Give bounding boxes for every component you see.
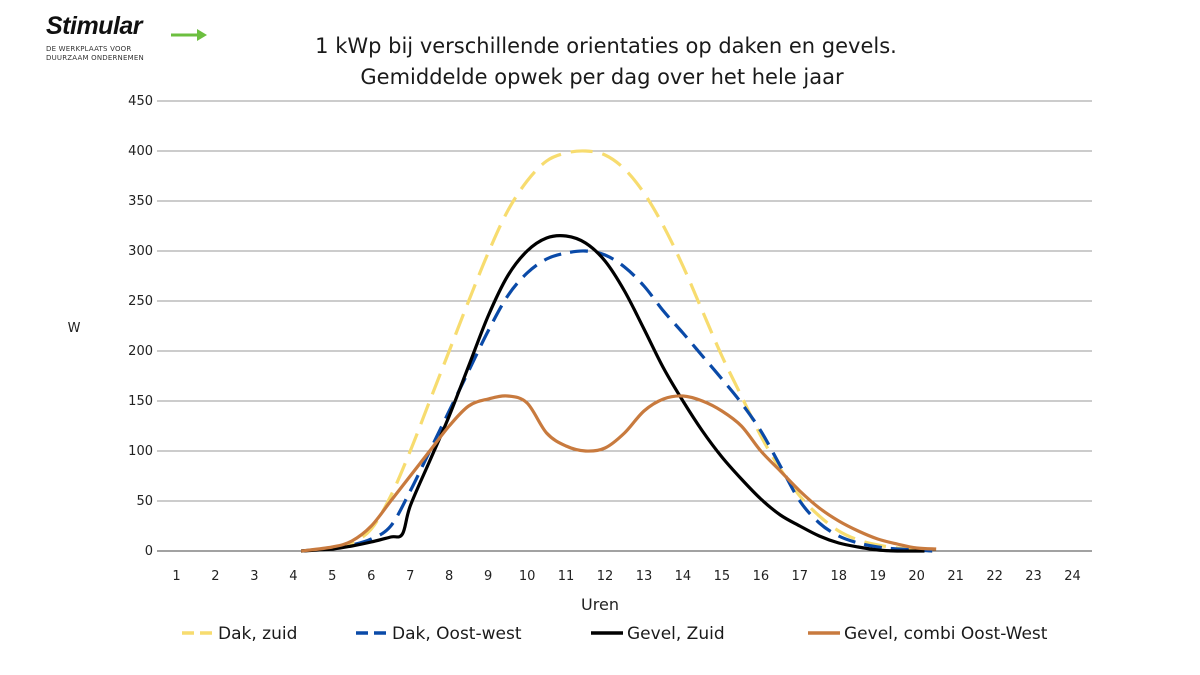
y-axis-ticks: 0 50 100 150 200 250 300 350 400 450 (128, 94, 153, 559)
x-tick-label: 12 (597, 569, 614, 584)
y-tick-label: 100 (128, 444, 153, 459)
x-tick-label: 14 (675, 569, 692, 584)
x-tick-label: 16 (753, 569, 770, 584)
x-tick-label: 6 (367, 569, 375, 584)
x-tick-label: 3 (250, 569, 258, 584)
x-tick-label: 23 (1025, 569, 1042, 584)
x-tick-label: 21 (947, 569, 964, 584)
x-tick-label: 22 (986, 569, 1003, 584)
series-lines (300, 149, 937, 553)
x-tick-label: 15 (714, 569, 731, 584)
x-tick-label: 2 (211, 569, 219, 584)
series-line-0 (300, 149, 933, 553)
y-tick-label: 50 (136, 494, 153, 509)
y-tick-label: 300 (128, 244, 153, 259)
logo-tagline: DE WERKPLAATS VOOR DUURZAAM ONDERNEMEN (46, 45, 144, 62)
x-tick-label: 5 (328, 569, 336, 584)
x-tick-label: 8 (445, 569, 453, 584)
y-axis-title: W (68, 321, 81, 336)
legend: Dak, zuid Dak, Oost-west Gevel, Zuid Gevel,… (182, 624, 1048, 644)
chart-title-line-2: Gemiddelde opwek per dag over het hele j… (360, 65, 844, 89)
y-tick-label: 450 (128, 94, 153, 109)
y-tick-label: 150 (128, 394, 153, 409)
y-tick-label: 400 (128, 144, 153, 159)
x-tick-label: 11 (558, 569, 575, 584)
x-tick-label: 20 (908, 569, 925, 584)
x-axis-ticks: 1 2 3 4 5 6 7 8 9 10 11 12 13 14 15 16 17 18 19 20 21 22 23 24 (172, 569, 1080, 584)
chart-title-line-1: 1 kWp bij verschillende orientaties op d… (315, 34, 897, 58)
x-tick-label: 18 (830, 569, 847, 584)
x-tick-label: 7 (406, 569, 414, 584)
y-tick-label: 250 (128, 294, 153, 309)
gridlines (157, 100, 1092, 552)
x-tick-label: 13 (636, 569, 653, 584)
legend-label-3: Gevel, combi Oost-West (844, 624, 1048, 644)
series-line-2 (301, 234, 925, 553)
x-tick-label: 10 (519, 569, 536, 584)
legend-label-0: Dak, zuid (218, 624, 297, 644)
logo-wordmark: Stimular (46, 12, 143, 40)
x-tick-label: 19 (869, 569, 886, 584)
y-tick-label: 200 (128, 344, 153, 359)
stimular-logo: Stimular DE WERKPLAATS VOOR DUURZAAM OND… (46, 12, 207, 63)
x-axis-title: Uren (581, 595, 619, 614)
x-tick-label: 1 (172, 569, 180, 584)
series-line-1 (300, 249, 933, 553)
legend-label-2: Gevel, Zuid (627, 624, 725, 644)
logo-arrow-icon (171, 29, 207, 41)
series-line-3 (300, 394, 937, 553)
legend-label-1: Dak, Oost-west (392, 624, 522, 644)
y-tick-label: 350 (128, 194, 153, 209)
y-tick-label: 0 (145, 544, 153, 559)
x-tick-label: 4 (289, 569, 297, 584)
x-tick-label: 9 (484, 569, 492, 584)
x-tick-label: 17 (792, 569, 809, 584)
x-tick-label: 24 (1064, 569, 1081, 584)
